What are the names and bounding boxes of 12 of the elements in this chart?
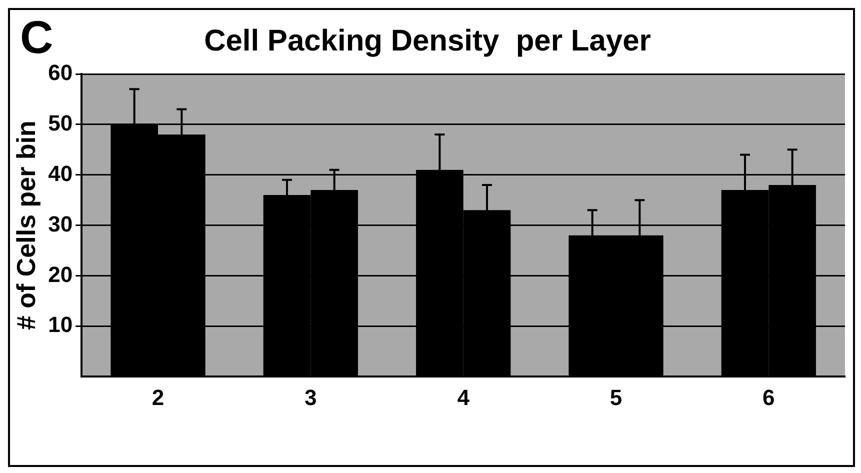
y-tick-label: 10 <box>48 312 73 338</box>
y-tick-label: 40 <box>48 160 73 186</box>
chart-title: Cell Packing Density per Layer <box>204 24 652 58</box>
y-tick-label: 20 <box>48 262 73 287</box>
x-tick-label: 4 <box>457 384 470 410</box>
y-axis-title: # of Cells per bin <box>10 120 41 330</box>
x-tick-label: 5 <box>610 384 622 410</box>
y-tick-label: 30 <box>48 211 73 236</box>
y-tick-label: 50 <box>48 110 73 136</box>
x-tick-label: 6 <box>762 384 775 410</box>
x-tick-label: 3 <box>304 384 317 410</box>
x-tick-label: 2 <box>152 384 164 410</box>
